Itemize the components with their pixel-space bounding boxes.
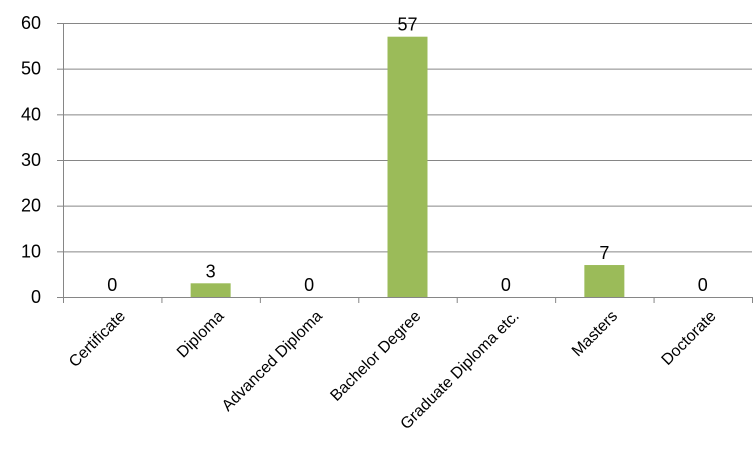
- bar-diploma: [190, 283, 231, 297]
- y-tick-label: 50: [21, 59, 41, 79]
- data-label: 57: [397, 15, 417, 35]
- bars: [190, 36, 625, 297]
- data-label: 0: [698, 275, 708, 295]
- x-tick-label: Advanced Diploma: [219, 308, 326, 415]
- x-tick-label: Masters: [569, 308, 621, 360]
- y-tick-label: 10: [21, 241, 41, 261]
- bar-masters: [584, 265, 625, 297]
- y-tick-label: 40: [21, 104, 41, 124]
- data-label: 0: [304, 275, 314, 295]
- y-tick-label: 0: [31, 287, 41, 307]
- x-tick-label: Bachelor Degree: [327, 308, 424, 405]
- x-tick-label: Certificate: [66, 308, 129, 371]
- data-label: 0: [501, 275, 511, 295]
- y-tick-label: 60: [21, 13, 41, 33]
- y-tick-labels: 0 10 20 30 40 50 60: [21, 13, 41, 307]
- x-tick-label: Doctorate: [659, 308, 720, 369]
- y-tick-label: 30: [21, 150, 41, 170]
- bar-bachelor-degree: [387, 36, 428, 297]
- x-tick-label: Diploma: [174, 308, 228, 362]
- y-tick-label: 20: [21, 196, 41, 216]
- data-label: 7: [599, 243, 609, 263]
- data-labels: 0 3 0 57 0 7 0: [107, 15, 708, 295]
- data-label: 3: [206, 261, 216, 281]
- data-label: 0: [107, 275, 117, 295]
